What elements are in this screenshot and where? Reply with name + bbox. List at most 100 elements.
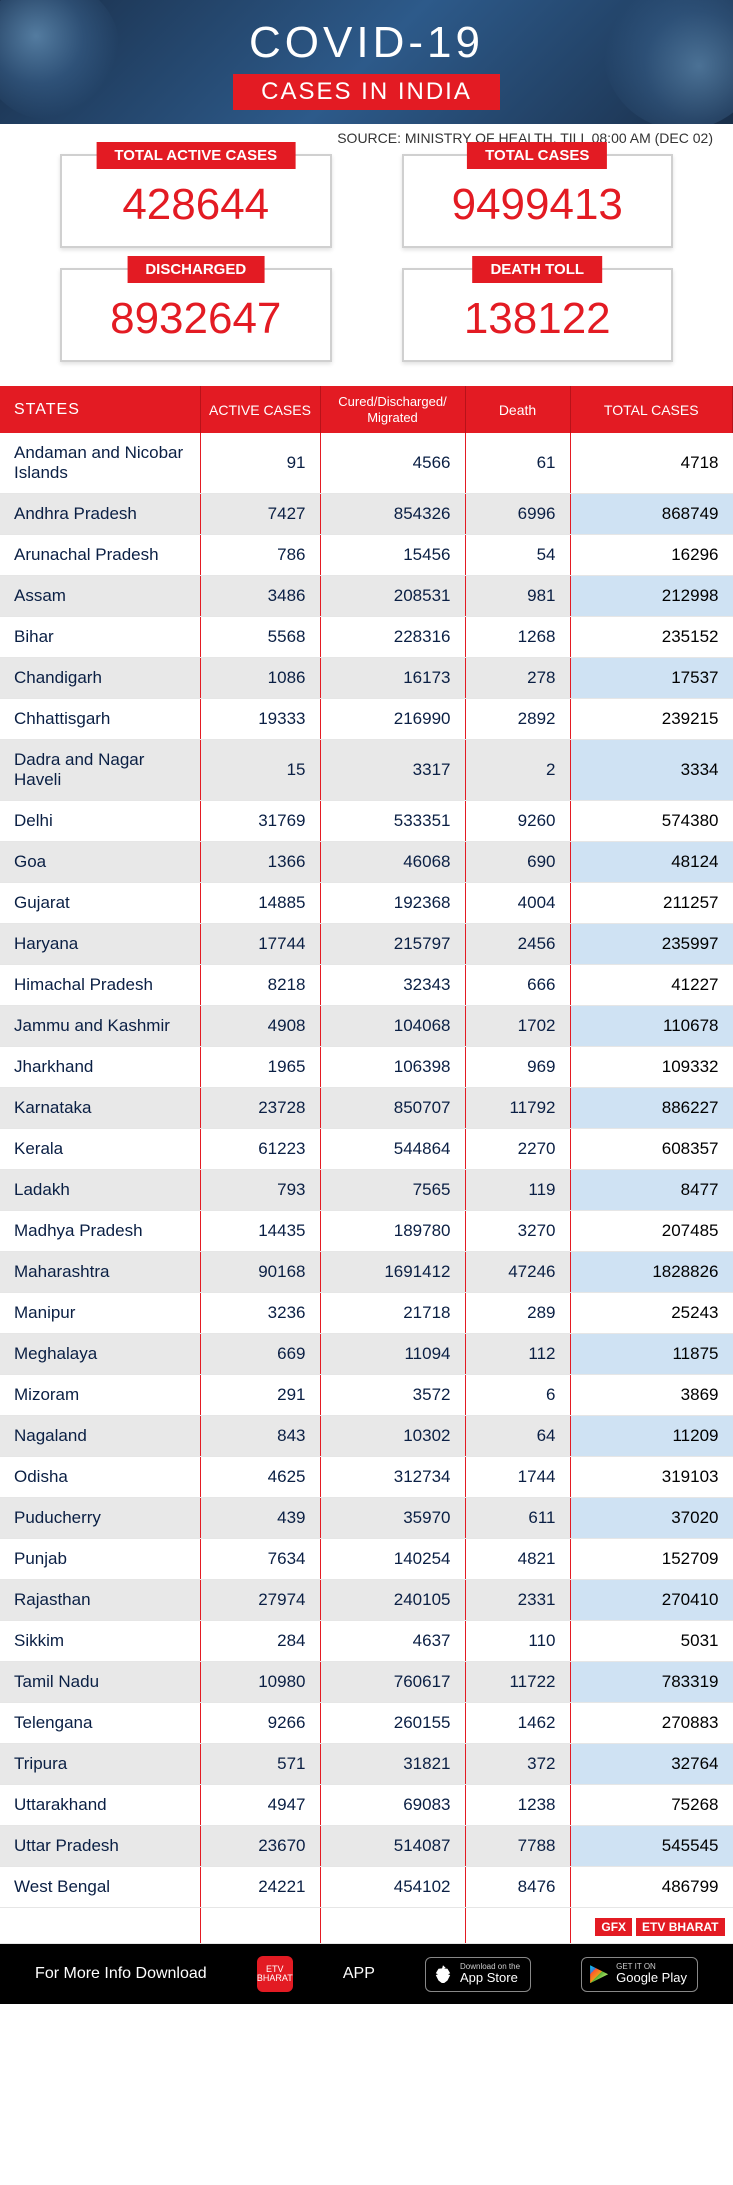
stat-label: TOTAL ACTIVE CASES [96, 142, 295, 169]
table-cell: 1238 [465, 1785, 570, 1826]
table-cell: 1268 [465, 617, 570, 658]
table-cell: 54 [465, 535, 570, 576]
table-cell: 239215 [570, 699, 733, 740]
table-cell: Odisha [0, 1457, 200, 1498]
stat-discharged: DISCHARGED 8932647 [60, 268, 332, 362]
table-cell [200, 1908, 320, 1944]
table-cell: Chhattisgarh [0, 699, 200, 740]
table-cell: 1965 [200, 1047, 320, 1088]
appstore-badge[interactable]: Download on the App Store [425, 1957, 531, 1992]
table-cell: Nagaland [0, 1416, 200, 1457]
table-row: Andhra Pradesh74278543266996868749 [0, 494, 733, 535]
table-row: Kerala612235448642270608357 [0, 1129, 733, 1170]
table-cell [465, 1908, 570, 1944]
table-row: Himachal Pradesh82183234366641227 [0, 965, 733, 1006]
table-cell: Chandigarh [0, 658, 200, 699]
table-cell: Kerala [0, 1129, 200, 1170]
table-cell: 854326 [320, 494, 465, 535]
playstore-big: Google Play [616, 1970, 687, 1985]
table-cell: 1828826 [570, 1252, 733, 1293]
table-cell: 669 [200, 1334, 320, 1375]
table-cell: 4004 [465, 883, 570, 924]
table-cell: 544864 [320, 1129, 465, 1170]
table-cell: 23670 [200, 1826, 320, 1867]
table-cell: Gujarat [0, 883, 200, 924]
etv-logo-icon: ETVBHARAT [257, 1956, 293, 1992]
table-row: Uttar Pradesh236705140877788545545 [0, 1826, 733, 1867]
table-cell: 4947 [200, 1785, 320, 1826]
gfx-badge: GFX [595, 1918, 632, 1936]
table-cell: 11722 [465, 1662, 570, 1703]
table-cell: Uttarakhand [0, 1785, 200, 1826]
table-cell: 9266 [200, 1703, 320, 1744]
table-cell: 61 [465, 433, 570, 494]
table-cell: 1691412 [320, 1252, 465, 1293]
table-cell [320, 1908, 465, 1944]
table-cell: Haryana [0, 924, 200, 965]
table-cell: 104068 [320, 1006, 465, 1047]
table-cell: 6 [465, 1375, 570, 1416]
table-cell: 3317 [320, 740, 465, 801]
table-cell: 2270 [465, 1129, 570, 1170]
page-header: COVID-19 CASES IN INDIA [0, 0, 733, 124]
table-cell: Dadra and Nagar Haveli [0, 740, 200, 801]
table-cell: 110 [465, 1621, 570, 1662]
table-cell: 1366 [200, 842, 320, 883]
table-cell: 270410 [570, 1580, 733, 1621]
col-states: STATES [0, 386, 200, 433]
table-cell: 454102 [320, 1867, 465, 1908]
table-cell: 15 [200, 740, 320, 801]
table-cell: West Bengal [0, 1867, 200, 1908]
table-cell: 17744 [200, 924, 320, 965]
table-row: Ladakh79375651198477 [0, 1170, 733, 1211]
table-cell: 1702 [465, 1006, 570, 1047]
table-cell: 75268 [570, 1785, 733, 1826]
table-cell: 3869 [570, 1375, 733, 1416]
table-cell: Maharashtra [0, 1252, 200, 1293]
table-cell: 289 [465, 1293, 570, 1334]
table-cell: 215797 [320, 924, 465, 965]
table-cell: Tamil Nadu [0, 1662, 200, 1703]
table-cell: 11094 [320, 1334, 465, 1375]
table-row: Andaman and Nicobar Islands914566614718 [0, 433, 733, 494]
table-row: Mizoram291357263869 [0, 1375, 733, 1416]
table-cell: 61223 [200, 1129, 320, 1170]
table-cell: 31769 [200, 801, 320, 842]
table-cell: 235997 [570, 924, 733, 965]
table-cell: Assam [0, 576, 200, 617]
stat-label: TOTAL CASES [467, 142, 607, 169]
table-row: Sikkim28446371105031 [0, 1621, 733, 1662]
table-cell: 439 [200, 1498, 320, 1539]
stat-total-cases: TOTAL CASES 9499413 [402, 154, 674, 248]
table-cell: 7788 [465, 1826, 570, 1867]
table-cell: 270883 [570, 1703, 733, 1744]
table-cell: Karnataka [0, 1088, 200, 1129]
table-row: Chhattisgarh193332169902892239215 [0, 699, 733, 740]
table-cell: 9260 [465, 801, 570, 842]
table-cell: 64 [465, 1416, 570, 1457]
table-cell: 119 [465, 1170, 570, 1211]
table-cell: 25243 [570, 1293, 733, 1334]
header-subtitle: CASES IN INDIA [233, 74, 500, 110]
table-cell: Delhi [0, 801, 200, 842]
table-cell: 14435 [200, 1211, 320, 1252]
table-row: Arunachal Pradesh786154565416296 [0, 535, 733, 576]
table-cell: 574380 [570, 801, 733, 842]
table-cell: 1462 [465, 1703, 570, 1744]
table-cell: 3334 [570, 740, 733, 801]
table-row: Bihar55682283161268235152 [0, 617, 733, 658]
table-cell: Jammu and Kashmir [0, 1006, 200, 1047]
footer: For More Info Download ETVBHARAT APP Dow… [0, 1944, 733, 2004]
table-cell: 5031 [570, 1621, 733, 1662]
gfx-row: GFXETV BHARAT [0, 1908, 733, 1944]
table-cell: 192368 [320, 883, 465, 924]
table-cell: Manipur [0, 1293, 200, 1334]
table-cell: 5568 [200, 617, 320, 658]
table-cell: 10980 [200, 1662, 320, 1703]
table-cell: 886227 [570, 1088, 733, 1129]
col-active: ACTIVE CASES [200, 386, 320, 433]
table-cell: 850707 [320, 1088, 465, 1129]
playstore-badge[interactable]: GET IT ON Google Play [581, 1957, 698, 1992]
table-cell: 312734 [320, 1457, 465, 1498]
table-cell: 786 [200, 535, 320, 576]
